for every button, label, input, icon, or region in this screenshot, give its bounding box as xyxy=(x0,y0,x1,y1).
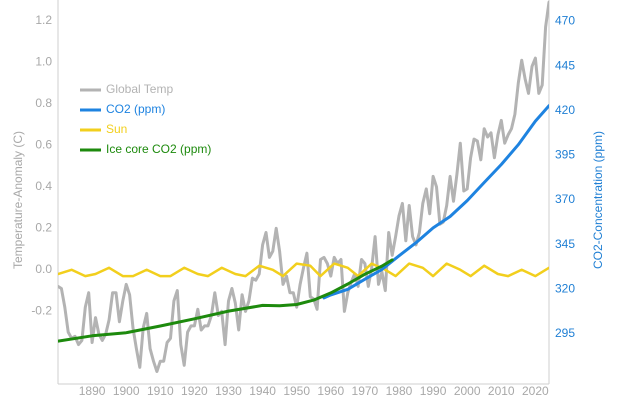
y-tick-label-left: -0.2 xyxy=(31,304,52,318)
x-tick-label: 1950 xyxy=(283,384,310,398)
x-tick-label: 1970 xyxy=(352,384,379,398)
legend: Global Temp CO2 (ppm) Sun Ice core CO2 (ppm… xyxy=(80,82,211,156)
y-tick-label-left: 0.6 xyxy=(35,137,52,151)
y-tick-label-right: 470 xyxy=(555,14,575,28)
series-line-sun xyxy=(58,262,549,278)
y-axis-title-right: CO2-Concentration (ppm) xyxy=(591,131,605,269)
series-lines xyxy=(58,0,549,373)
x-tick-label: 2000 xyxy=(454,384,481,398)
x-tick-label: 2020 xyxy=(522,384,549,398)
y-tick-label-left: 0.0 xyxy=(35,262,52,276)
x-tick-label: 1940 xyxy=(249,384,276,398)
series-line-co2-ppm xyxy=(322,104,549,300)
legend-label-sun: Sun xyxy=(106,122,127,136)
y-tick-label-right: 395 xyxy=(555,148,575,162)
axes xyxy=(57,0,550,385)
series-line-ice-core-co2-ppm xyxy=(58,258,394,343)
x-tick-label: 2010 xyxy=(488,384,515,398)
x-tick-label: 1910 xyxy=(147,384,174,398)
x-tick-label: 1980 xyxy=(386,384,413,398)
legend-label-global-temp: Global Temp xyxy=(106,82,173,96)
y-tick-label-right: 420 xyxy=(555,103,575,117)
x-tick-label: 1920 xyxy=(181,384,208,398)
y-tick-label-left: 1.0 xyxy=(35,54,52,68)
y-tick-label-right: 345 xyxy=(555,237,575,251)
series-line-global-temp xyxy=(58,0,549,373)
y-tick-label-right: 295 xyxy=(555,326,575,340)
legend-label-ice-core-co2-ppm: Ice core CO2 (ppm) xyxy=(106,142,211,156)
y-tick-label-left: 0.2 xyxy=(35,220,52,234)
legend-label-co2-ppm: CO2 (ppm) xyxy=(106,102,165,116)
y-tick-label-right: 320 xyxy=(555,282,575,296)
x-tick-label: 1890 xyxy=(79,384,106,398)
y-axis-title-left: Temperature-Anomaly (C) xyxy=(11,131,25,269)
x-tick-label: 1930 xyxy=(215,384,242,398)
x-tick-label: 1960 xyxy=(317,384,344,398)
y-tick-label-right: 370 xyxy=(555,192,575,206)
y-tick-label-left: 0.8 xyxy=(35,96,52,110)
y-tick-label-left: 1.2 xyxy=(35,13,52,27)
tick-labels: 1890 1900 1910 1920 1930 1940 1950 1960 1970 1980… xyxy=(31,13,575,398)
x-tick-label: 1990 xyxy=(420,384,447,398)
x-tick-label: 1900 xyxy=(113,384,140,398)
y-tick-label-left: 0.4 xyxy=(35,179,52,193)
y-tick-label-right: 445 xyxy=(555,58,575,72)
